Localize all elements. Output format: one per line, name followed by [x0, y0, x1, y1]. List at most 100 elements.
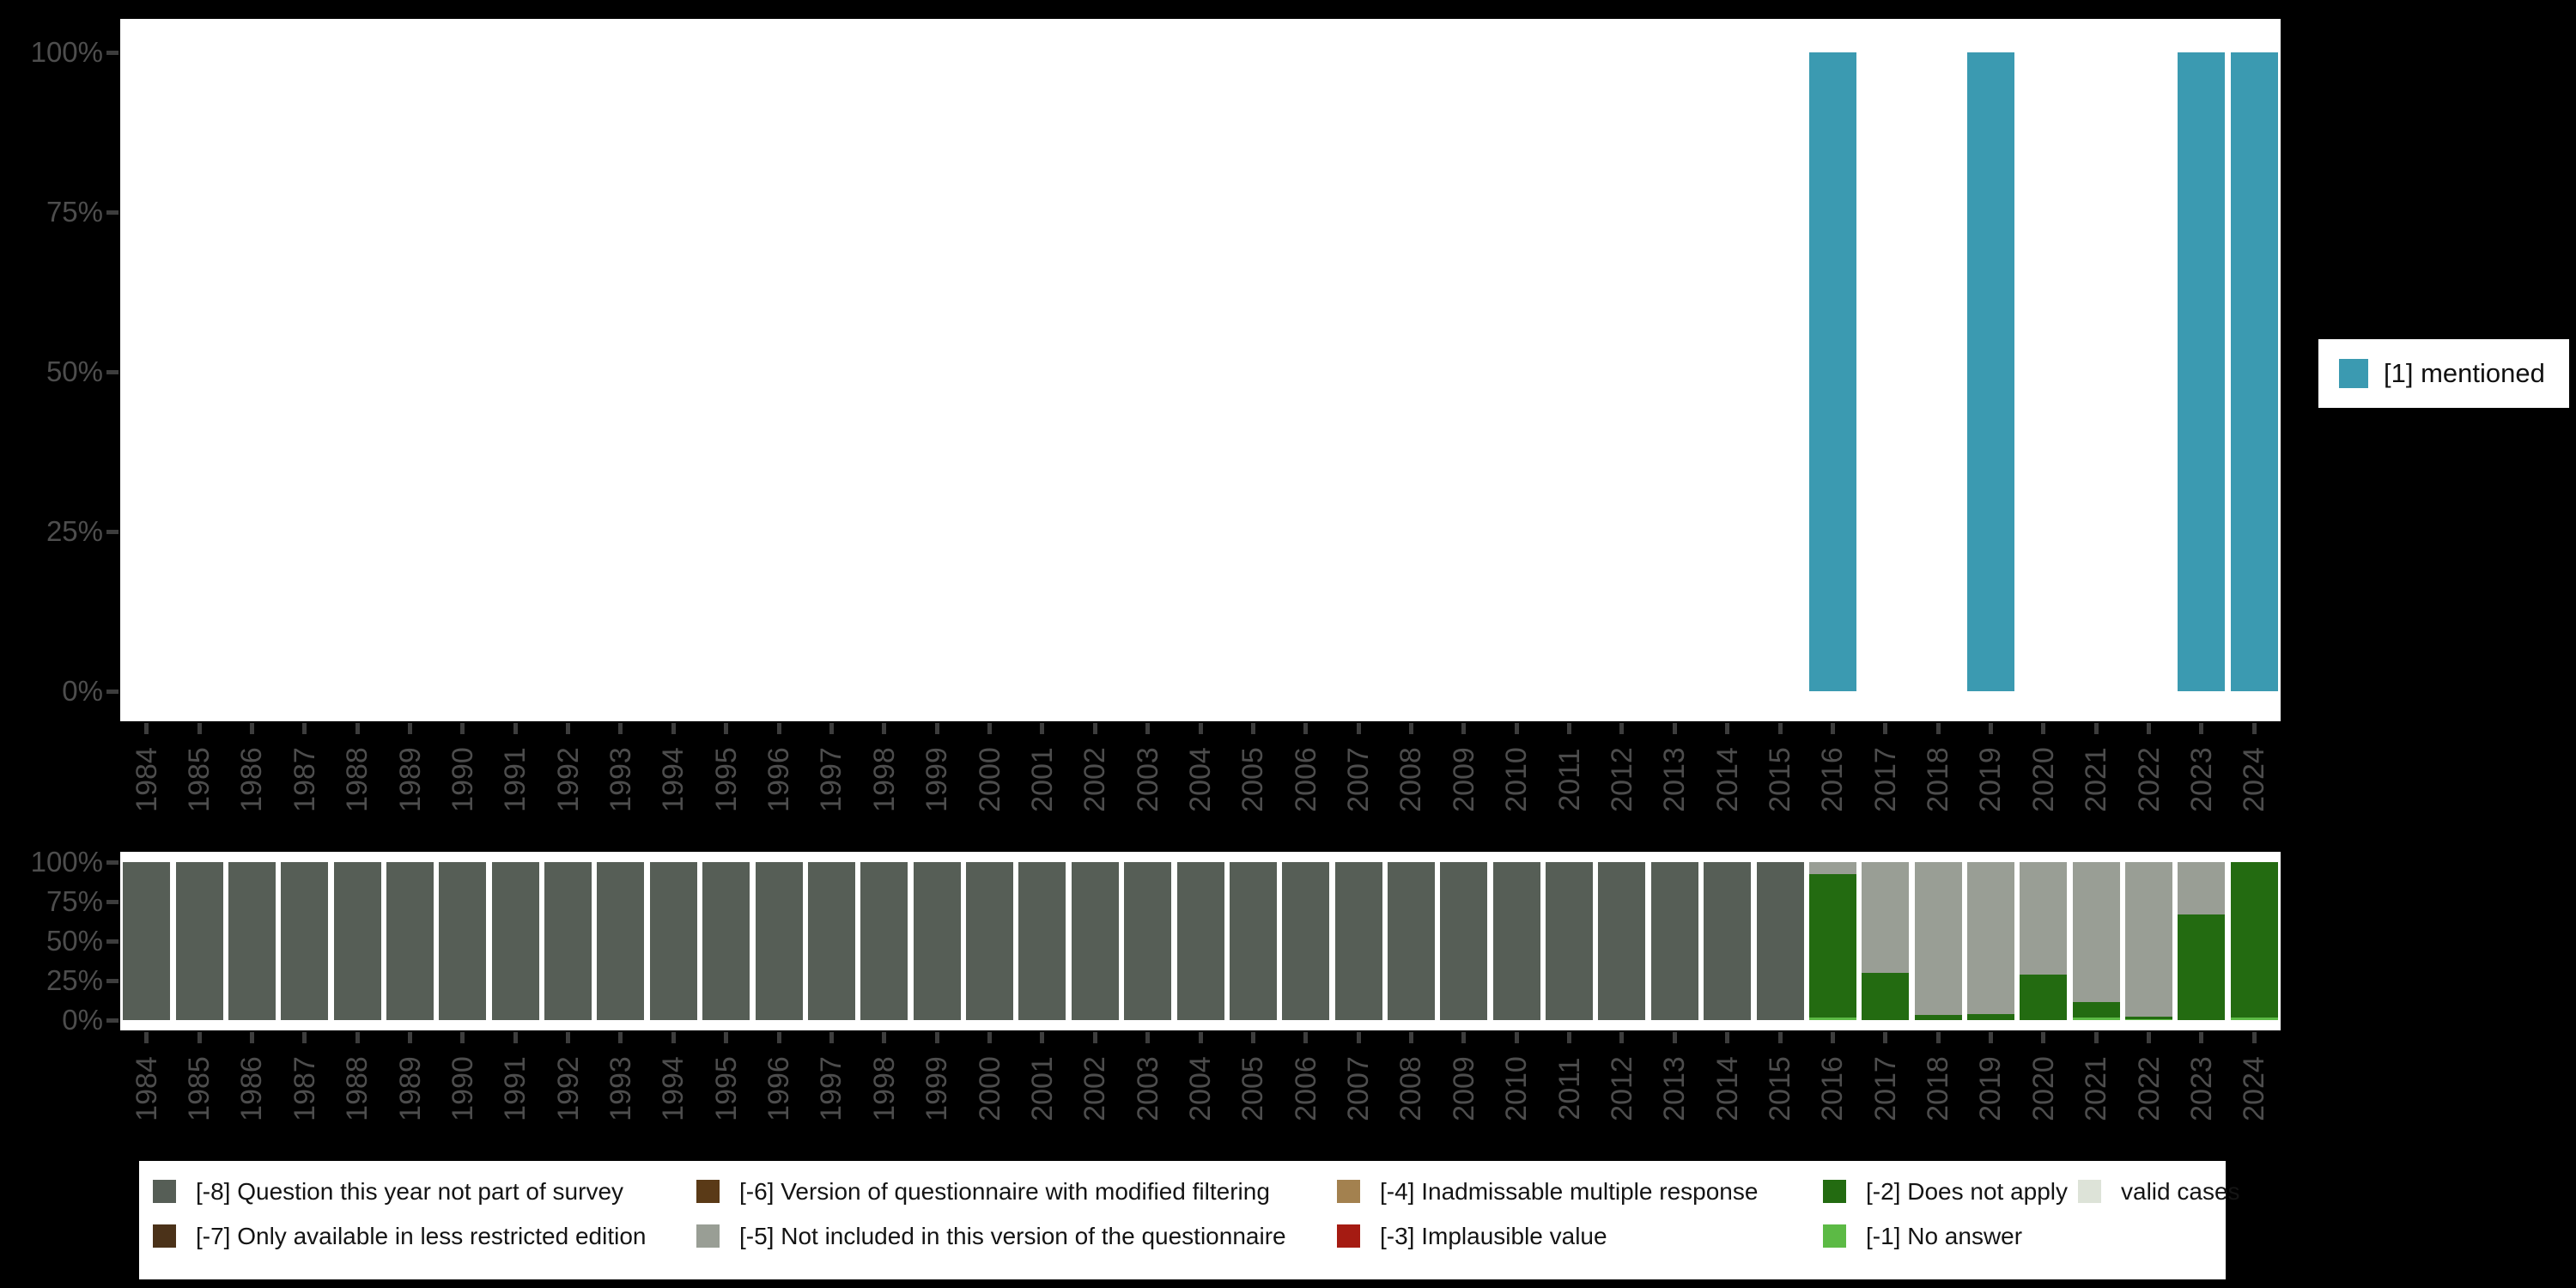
- segment--5-2020: [2020, 862, 2068, 975]
- x-tick-mark-2011: [1567, 1032, 1572, 1043]
- x-tick-label-1984: 1984: [130, 1056, 163, 1121]
- segment--8-2003: [1124, 862, 1172, 1020]
- y-tick-label-75: 75%: [46, 885, 103, 917]
- legend-label--8: [-8] Question this year not part of surv…: [196, 1178, 624, 1205]
- x-tick-mark-2008: [1408, 1032, 1413, 1043]
- x-tick-label-1988: 1988: [341, 1056, 374, 1121]
- x-tick-mark-2004: [1198, 723, 1203, 734]
- legend-label--3: [-3] Implausible value: [1380, 1223, 1607, 1249]
- x-tick-label-2013: 2013: [1658, 747, 1692, 812]
- legend-swatch--3: [1337, 1224, 1360, 1248]
- x-tick-mark-2019: [1988, 1032, 1993, 1043]
- x-tick-mark-1993: [618, 1032, 623, 1043]
- x-tick-mark-2022: [2147, 1032, 2152, 1043]
- x-tick-label-1986: 1986: [235, 1056, 269, 1121]
- x-tick-label-2014: 2014: [1710, 1056, 1744, 1121]
- x-tick-label-2004: 2004: [1184, 747, 1217, 812]
- segment--8-1988: [333, 862, 381, 1020]
- segment--8-1998: [860, 862, 908, 1020]
- x-tick-mark-1984: [144, 1032, 149, 1043]
- x-tick-mark-1992: [566, 723, 571, 734]
- segment--2-2022: [2125, 1017, 2173, 1019]
- x-tick-label-2024: 2024: [2238, 747, 2271, 812]
- x-tick-label-1989: 1989: [393, 747, 427, 812]
- y-tick-label-50: 50%: [46, 925, 103, 957]
- segment--2-2016: [1808, 873, 1856, 1018]
- x-tick-mark-2009: [1461, 723, 1467, 734]
- legend-label--2: [-2] Does not apply: [1866, 1178, 2069, 1205]
- x-tick-mark-1995: [724, 1032, 729, 1043]
- y-tick-mark-50: [106, 370, 118, 374]
- segment--8-1984: [123, 862, 171, 1020]
- x-tick-label-2008: 2008: [1394, 1056, 1428, 1121]
- x-tick-mark-2023: [2199, 723, 2204, 734]
- x-tick-label-2020: 2020: [2026, 1056, 2060, 1121]
- y-tick-label-100: 100%: [30, 846, 103, 878]
- x-tick-mark-2022: [2147, 723, 2152, 734]
- legend-swatch--6: [696, 1180, 720, 1203]
- legend-swatch--4: [1337, 1180, 1360, 1203]
- x-tick-label-1997: 1997: [815, 747, 848, 812]
- x-tick-label-2010: 2010: [1500, 747, 1534, 812]
- x-tick-label-1993: 1993: [604, 1056, 637, 1121]
- legend-swatch-valid: [2078, 1180, 2101, 1203]
- segment--8-2012: [1598, 862, 1646, 1020]
- x-tick-label-2015: 2015: [1764, 1056, 1797, 1121]
- x-tick-label-1989: 1989: [393, 1056, 427, 1121]
- x-tick-label-2010: 2010: [1500, 1056, 1534, 1121]
- x-tick-mark-1986: [249, 1032, 254, 1043]
- x-tick-label-2018: 2018: [1922, 1056, 1955, 1121]
- x-tick-label-2022: 2022: [2132, 747, 2166, 812]
- x-tick-label-2018: 2018: [1922, 747, 1955, 812]
- segment--2-2019: [1966, 1013, 2014, 1020]
- segment--8-2014: [1704, 862, 1752, 1020]
- x-tick-label-1991: 1991: [499, 747, 532, 812]
- x-tick-label-2014: 2014: [1710, 747, 1744, 812]
- x-tick-mark-2020: [2041, 723, 2046, 734]
- missing-values-legend: [-8] Question this year not part of surv…: [139, 1161, 2240, 1279]
- x-tick-label-1990: 1990: [446, 1056, 479, 1121]
- x-tick-mark-2004: [1198, 1032, 1203, 1043]
- x-tick-label-2013: 2013: [1658, 1056, 1692, 1121]
- x-tick-label-1987: 1987: [288, 747, 321, 812]
- legend-swatch--5: [696, 1224, 720, 1248]
- mentioned-bar-2023: [2178, 52, 2226, 691]
- x-tick-mark-2007: [1356, 1032, 1361, 1043]
- segment--8-1999: [913, 862, 961, 1020]
- segment--8-1997: [807, 862, 855, 1020]
- legend-swatch--8: [153, 1180, 176, 1203]
- x-tick-label-2024: 2024: [2238, 1056, 2271, 1121]
- x-tick-label-2002: 2002: [1078, 747, 1112, 812]
- x-tick-label-1985: 1985: [183, 747, 216, 812]
- x-tick-mark-2017: [1883, 723, 1888, 734]
- segment--8-1996: [755, 862, 803, 1020]
- x-tick-mark-1999: [934, 1032, 939, 1043]
- x-tick-label-2022: 2022: [2132, 1056, 2166, 1121]
- x-tick-label-2000: 2000: [973, 1056, 1006, 1121]
- x-tick-label-2019: 2019: [1974, 747, 2008, 812]
- y-tick-mark-25: [106, 979, 118, 983]
- y-tick-mark-100: [106, 860, 118, 865]
- x-tick-label-2003: 2003: [1131, 747, 1164, 812]
- x-tick-label-1991: 1991: [499, 1056, 532, 1121]
- x-tick-mark-1990: [460, 723, 465, 734]
- x-tick-mark-1998: [882, 1032, 887, 1043]
- x-tick-mark-2002: [1092, 1032, 1097, 1043]
- x-tick-label-1995: 1995: [709, 1056, 743, 1121]
- x-tick-mark-2008: [1408, 723, 1413, 734]
- segment--2-2020: [2020, 974, 2068, 1020]
- mentioned-legend: [1] mentioned: [2318, 339, 2569, 408]
- x-tick-mark-1985: [197, 1032, 202, 1043]
- y-tick-label-25: 25%: [46, 964, 103, 996]
- segment--8-2010: [1492, 862, 1540, 1020]
- mentioned-chart-panel: [120, 19, 2281, 721]
- x-tick-mark-1987: [302, 723, 307, 734]
- x-tick-mark-2015: [1777, 723, 1783, 734]
- x-tick-label-2023: 2023: [2184, 747, 2218, 812]
- x-tick-label-2005: 2005: [1236, 747, 1270, 812]
- x-tick-label-1992: 1992: [551, 1056, 585, 1121]
- x-tick-label-1987: 1987: [288, 1056, 321, 1121]
- x-tick-mark-2013: [1672, 1032, 1677, 1043]
- mentioned-bar-2016: [1808, 52, 1856, 691]
